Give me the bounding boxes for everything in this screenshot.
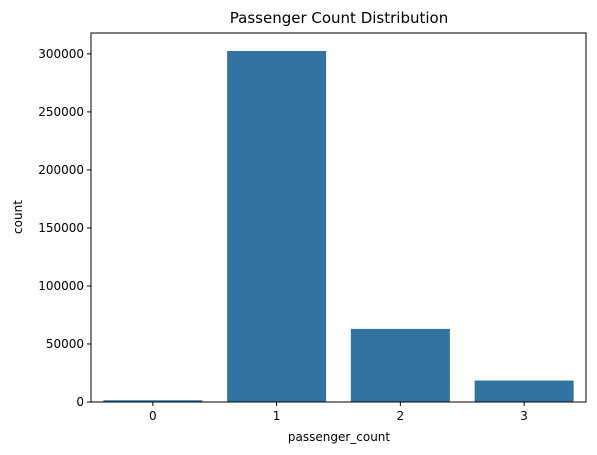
- bars: [103, 50, 574, 403]
- axes-frame: [90, 32, 587, 403]
- y-tick-label: 0: [76, 395, 84, 409]
- x-tick-label: 3: [520, 409, 528, 423]
- y-axis: 0 50000 100000 150000 200000 250000 300000: [38, 47, 91, 409]
- bar-1: [227, 50, 327, 403]
- y-tick-label: 50000: [46, 337, 84, 351]
- x-axis-label: passenger_count: [288, 430, 391, 444]
- y-axis-label: count: [11, 200, 25, 234]
- x-tick-label: 1: [273, 409, 281, 423]
- x-axis: 0 1 2 3: [149, 402, 528, 423]
- bar-3: [474, 380, 574, 402]
- bar-0: [103, 400, 203, 402]
- y-tick-label: 200000: [38, 163, 84, 177]
- chart-title: Passenger Count Distribution: [230, 9, 448, 27]
- bar-2: [350, 328, 450, 402]
- x-tick-label: 2: [397, 409, 405, 423]
- x-tick-label: 0: [149, 409, 157, 423]
- y-tick-label: 100000: [38, 279, 84, 293]
- y-tick-label: 300000: [38, 47, 84, 61]
- y-tick-label: 250000: [38, 105, 84, 119]
- y-tick-label: 150000: [38, 221, 84, 235]
